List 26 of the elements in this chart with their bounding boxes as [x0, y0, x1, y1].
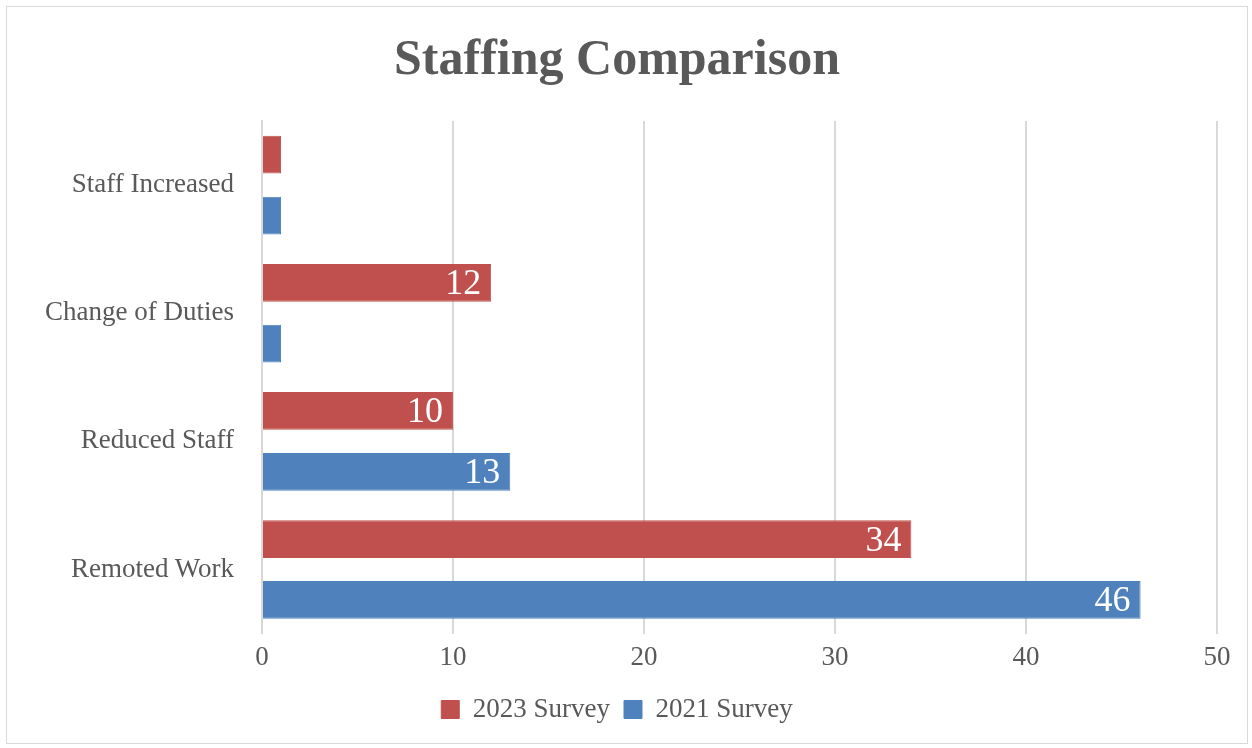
x-tick-label: 30: [821, 640, 849, 671]
data-label: 12: [445, 262, 482, 303]
y-tick-label: Remoted Work: [70, 552, 235, 583]
data-label: 46: [1094, 579, 1131, 620]
bar: [262, 581, 1141, 619]
y-tick-label: Staff Increased: [71, 168, 235, 199]
bar: [262, 324, 282, 363]
bar: [262, 135, 282, 174]
chart-title: Staffing Comparison: [394, 28, 841, 85]
x-tick-label: 0: [255, 640, 269, 671]
bar: [262, 452, 511, 491]
data-label: 34: [865, 518, 902, 559]
legend-label: 2021 Survey: [655, 692, 794, 723]
bar: [262, 263, 492, 302]
bar: [262, 392, 453, 430]
x-tick-label: 20: [630, 640, 658, 671]
bar: [262, 196, 282, 235]
y-tick-label: Reduced Staff: [80, 424, 234, 455]
data-label: 10: [406, 390, 443, 431]
y-tick-label: Change of Duties: [44, 296, 234, 327]
data-label: 13: [464, 451, 501, 492]
x-tick-label: 10: [439, 640, 467, 671]
x-tick-label: 40: [1012, 640, 1040, 671]
legend-label: 2023 Survey: [472, 692, 611, 723]
bar: [262, 520, 912, 558]
x-tick-label: 50: [1203, 640, 1231, 671]
